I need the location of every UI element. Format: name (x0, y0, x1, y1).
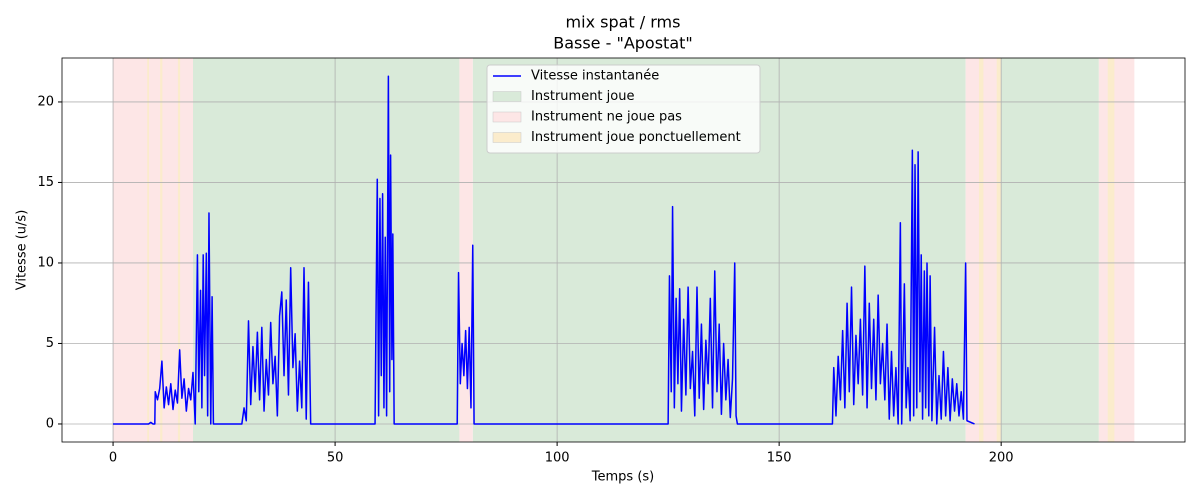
x-tick-label: 100 (545, 451, 570, 466)
legend-patch (492, 91, 522, 102)
region-span (177, 58, 181, 442)
y-tick-label: 0 (46, 416, 54, 431)
y-axis-label: Vitesse (u/s) (15, 210, 30, 291)
region-span (1001, 58, 1099, 442)
region-span (160, 58, 163, 442)
region-span (147, 58, 150, 442)
y-tick-label: 5 (46, 336, 54, 351)
data-line (113, 75, 975, 425)
y-tick-label: 15 (37, 175, 54, 190)
legend-label: Instrument ne joue pas (531, 110, 682, 125)
region-span (192, 58, 460, 442)
chart-title: mix spat / rms (566, 13, 681, 32)
legend-patch (492, 132, 522, 143)
x-tick-label: 50 (327, 451, 344, 466)
legend-box (486, 64, 761, 154)
plot-frame (61, 57, 1186, 443)
chart-subtitle: Basse - "Apostat" (553, 34, 693, 53)
x-tick-label: 200 (989, 451, 1014, 466)
region-span (978, 58, 984, 442)
x-tick-label: 150 (767, 451, 792, 466)
legend-label: Instrument joue ponctuellement (531, 130, 741, 145)
legend-label: Vitesse instantanée (531, 69, 659, 84)
region-span (1098, 58, 1135, 442)
legend-label: Instrument joue (531, 89, 634, 104)
y-tick-label: 10 (37, 255, 54, 270)
region-span (996, 58, 1002, 442)
x-axis-label: Temps (s) (591, 470, 654, 485)
legend-patch (492, 111, 522, 123)
region-span (1107, 58, 1115, 442)
x-tick-label: 0 (109, 451, 117, 466)
y-tick-label: 20 (37, 94, 54, 109)
